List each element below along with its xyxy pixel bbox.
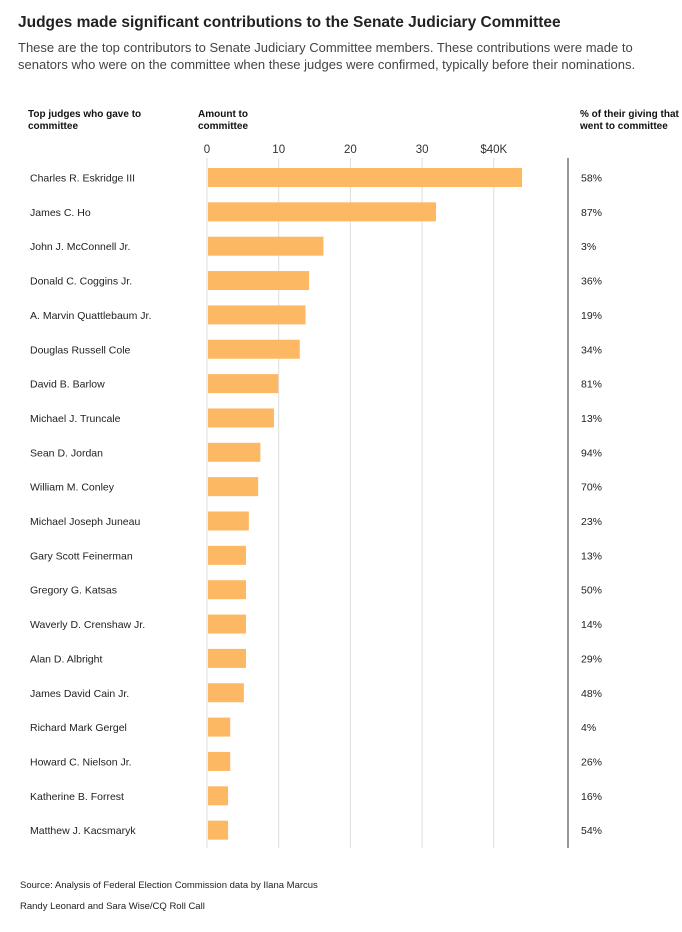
judge-name-label: William M. Conley: [30, 482, 115, 494]
percent-label: 81%: [581, 379, 602, 391]
percent-label: 70%: [581, 482, 602, 494]
column-header-percent: % of their giving that went to committee: [580, 109, 679, 132]
judge-name-label: Richard Mark Gergel: [30, 722, 127, 734]
bar: [208, 648, 247, 668]
bar: [208, 236, 324, 256]
judge-name-label: Sean D. Jordan: [30, 447, 103, 459]
percent-label: 36%: [581, 276, 602, 288]
judge-name-label: Alan D. Albright: [30, 653, 102, 665]
judge-name-label: Donald C. Coggins Jr.: [30, 276, 132, 288]
judge-name-label: James David Cain Jr.: [30, 688, 129, 700]
percent-label: 29%: [581, 653, 602, 665]
bar-chart: 0 10 20 30 $40K Charles R. Eskridge III 58% Jam…: [30, 144, 602, 848]
judge-name-label: Douglas Russell Cole: [30, 344, 131, 356]
percent-label: 50%: [581, 585, 602, 597]
bar: [208, 511, 249, 531]
judge-name-label: Howard C. Nielson Jr.: [30, 756, 132, 768]
percent-label: 94%: [581, 447, 602, 459]
judge-name-label: Gregory G. Katsas: [30, 585, 117, 597]
bar: [208, 168, 523, 187]
percent-label: 54%: [581, 825, 602, 837]
percent-label: 13%: [581, 413, 602, 425]
column-header-judges: Top judges who gave to committee: [28, 109, 142, 132]
percent-label: 14%: [581, 619, 602, 631]
percent-label: 48%: [581, 688, 602, 700]
chart-subtitle: These are the top contributors to Senate…: [18, 40, 636, 72]
percent-label: 19%: [581, 310, 602, 322]
x-tick-label: 20: [344, 144, 357, 156]
bar: [208, 408, 274, 428]
bar: [208, 305, 306, 325]
bar: [208, 717, 231, 737]
bar: [208, 477, 259, 497]
judge-name-label: Matthew J. Kacsmaryk: [30, 825, 136, 837]
percent-label: 23%: [581, 516, 602, 528]
bar: [208, 580, 247, 600]
percent-label: 34%: [581, 344, 602, 356]
percent-label: 16%: [581, 791, 602, 803]
percent-label: 87%: [581, 207, 602, 219]
x-tick-label: 0: [204, 144, 210, 156]
source-note: Source: Analysis of Federal Election Com…: [20, 880, 318, 891]
judge-name-label: Katherine B. Forrest: [30, 791, 124, 803]
bar: [208, 374, 279, 394]
judge-name-label: David B. Barlow: [30, 379, 105, 391]
judge-name-label: Michael J. Truncale: [30, 413, 121, 425]
column-header-amount: Amount to committee: [198, 109, 249, 132]
judge-name-label: Gary Scott Feinerman: [30, 550, 133, 562]
bar: [208, 820, 229, 840]
percent-label: 13%: [581, 550, 602, 562]
chart-title: Judges made significant contributions to…: [18, 14, 561, 31]
bar: [208, 339, 300, 359]
judge-name-label: Michael Joseph Juneau: [30, 516, 140, 528]
x-tick-label: 10: [272, 144, 285, 156]
judge-name-label: John J. McConnell Jr.: [30, 241, 130, 253]
bar: [208, 545, 247, 565]
percent-label: 3%: [581, 241, 596, 253]
credit-note: Randy Leonard and Sara Wise/CQ Roll Call: [20, 901, 205, 912]
percent-label: 26%: [581, 756, 602, 768]
judge-name-label: Charles R. Eskridge III: [30, 173, 135, 185]
bar: [208, 442, 261, 462]
bar: [208, 683, 244, 703]
percent-label: 4%: [581, 722, 596, 734]
x-tick-label: 30: [416, 144, 429, 156]
judge-name-label: James C. Ho: [30, 207, 91, 219]
bar: [208, 786, 229, 806]
judge-name-label: A. Marvin Quattlebaum Jr.: [30, 310, 151, 322]
judge-name-label: Waverly D. Crenshaw Jr.: [30, 619, 145, 631]
bar: [208, 751, 231, 771]
bar: [208, 614, 247, 634]
x-tick-label: $40K: [480, 144, 507, 156]
bar: [208, 202, 437, 222]
percent-label: 58%: [581, 173, 602, 185]
bar: [208, 271, 310, 291]
